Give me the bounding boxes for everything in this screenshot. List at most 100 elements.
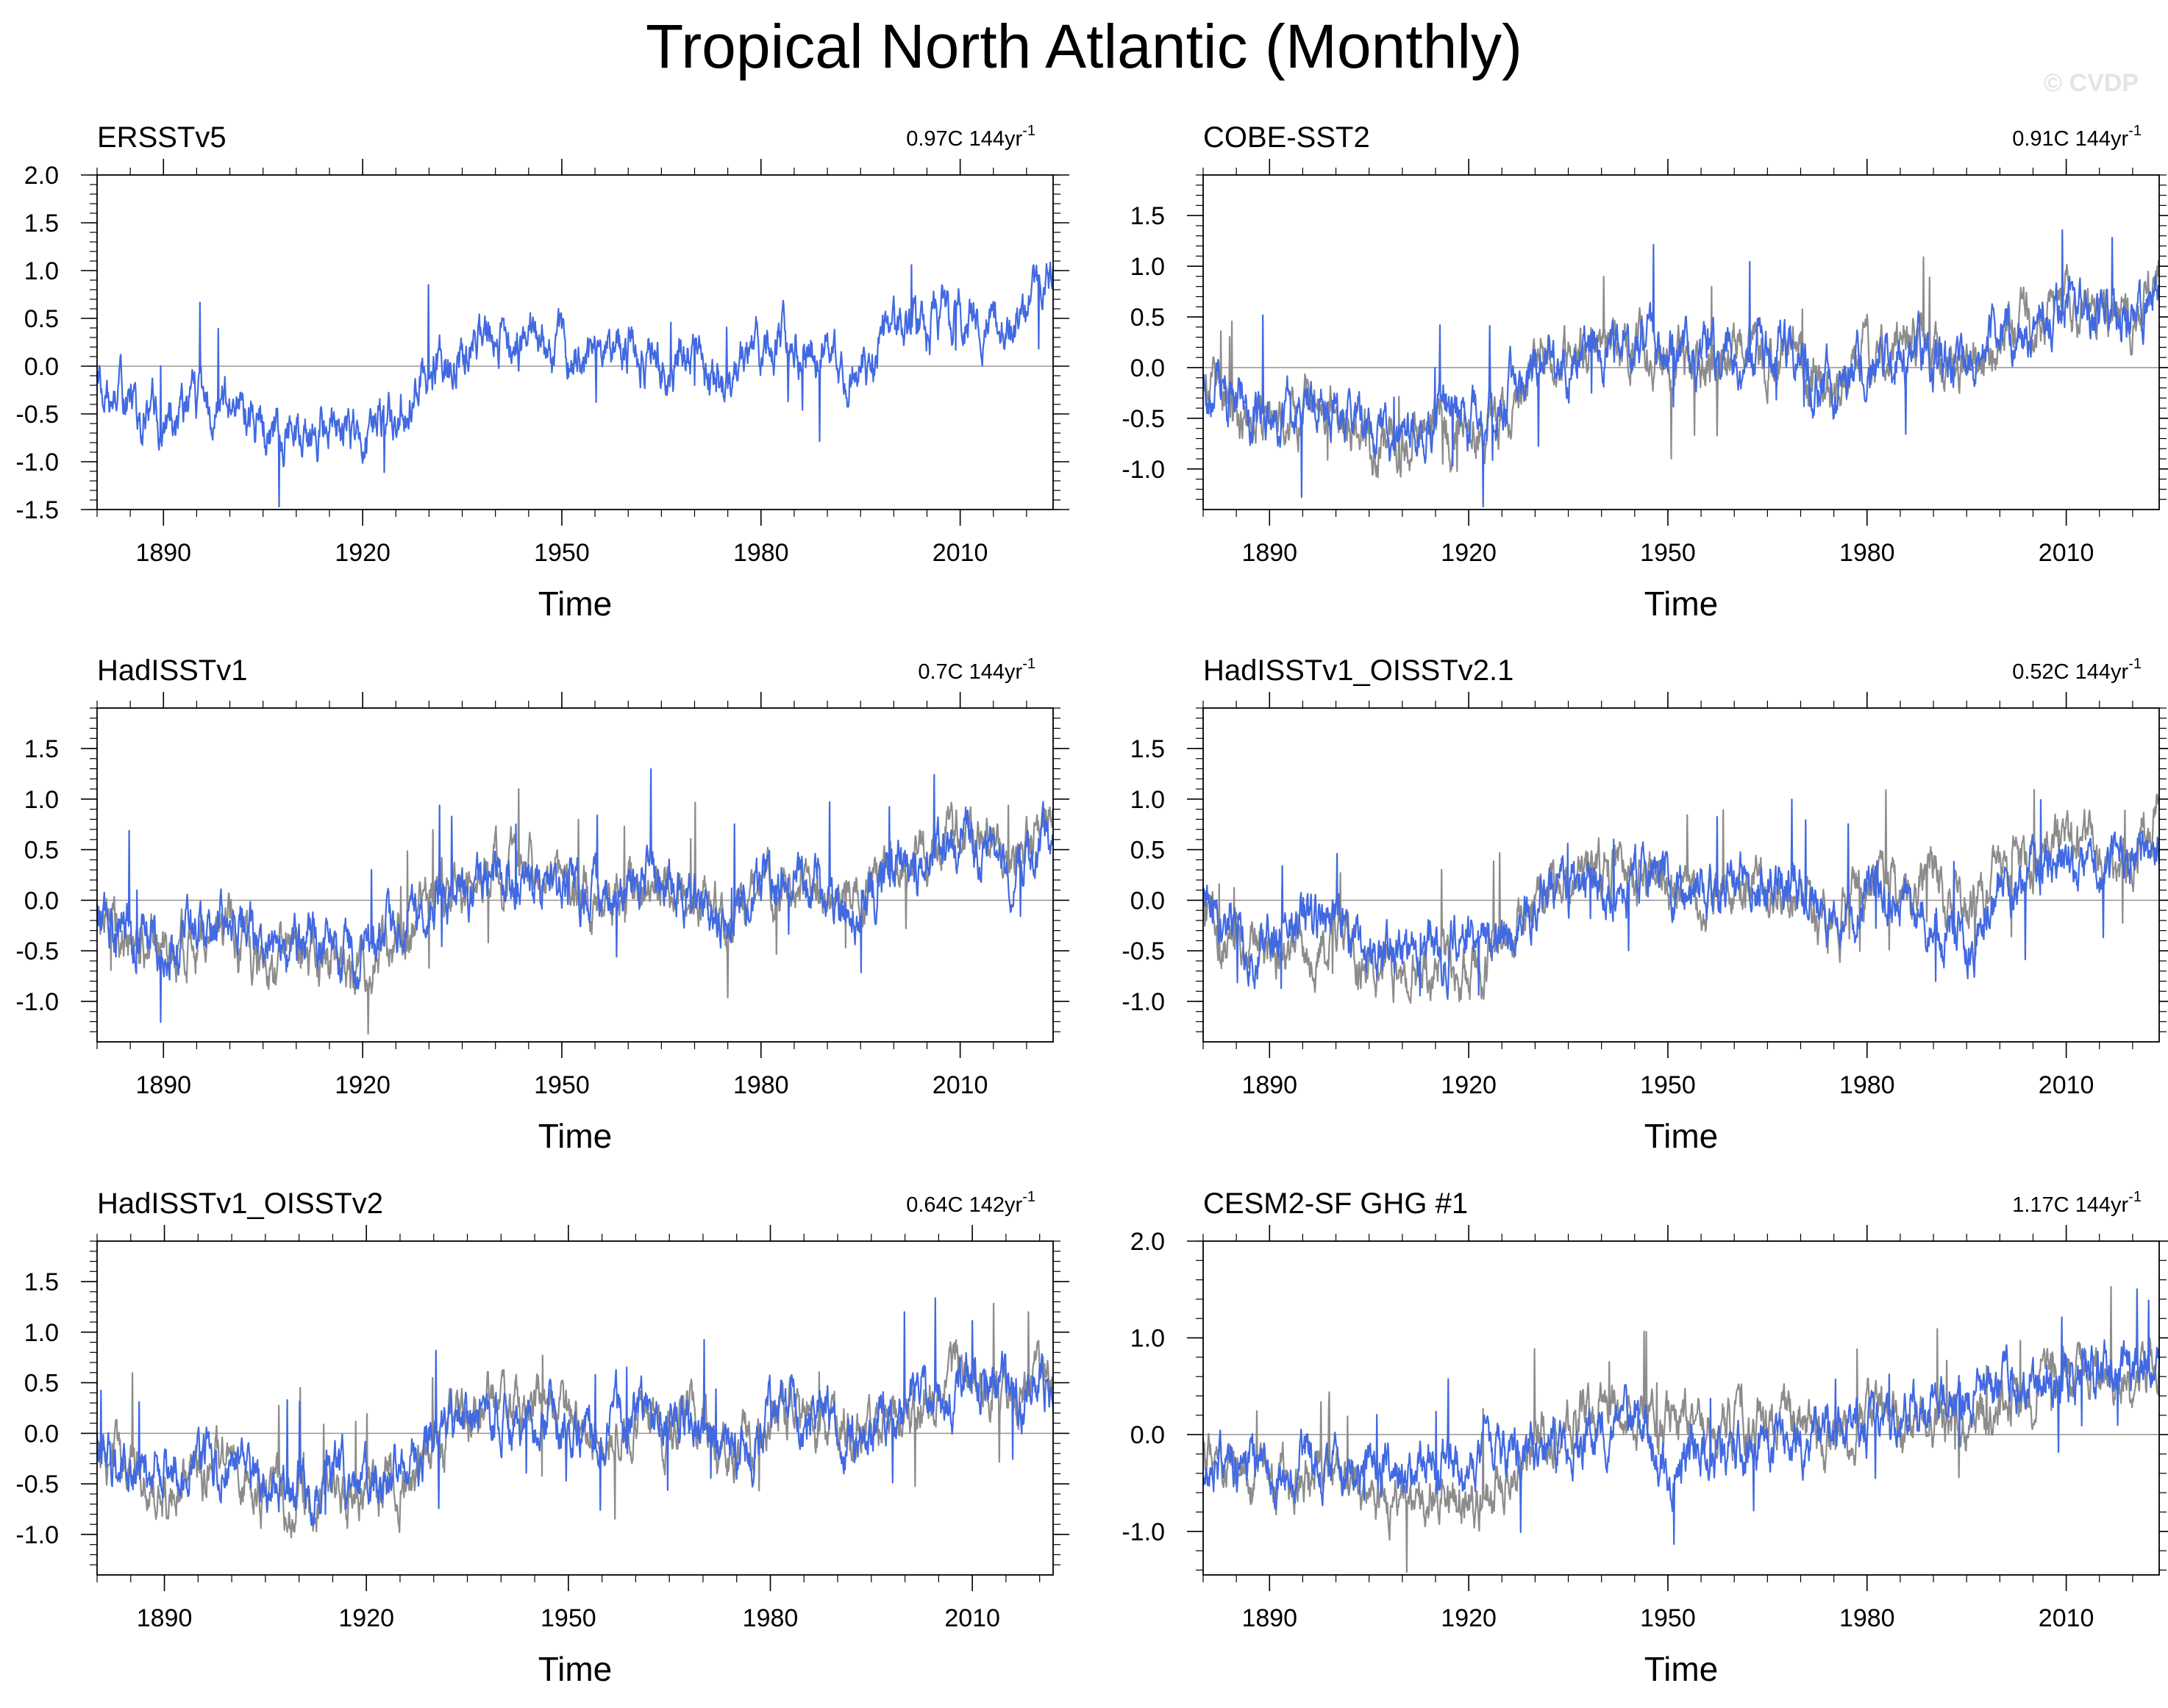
x-tick-label: 1950	[1640, 1604, 1696, 1632]
x-axis-title: Time	[1644, 585, 1719, 623]
x-tick-label: 1980	[733, 539, 789, 567]
plot-frame	[96, 174, 1054, 510]
y-tick-label: 1.0	[1130, 786, 1165, 814]
y-tick-label: 1.5	[24, 735, 59, 763]
plot-frame	[1202, 174, 2160, 510]
panel-4: HadISSTv1_OISSTv2 0.64C 142yr-1 -1.0 -0.5 0.…	[15, 1187, 1069, 1688]
panel-title: COBE-SST2	[1203, 121, 1370, 154]
y-tick-label: -1.0	[15, 988, 59, 1016]
plot-frame	[96, 1240, 1054, 1576]
panel-5: CESM2-SF GHG #1 1.17C 144yr-1 -1.0 0.0 1.0 2.…	[1122, 1187, 2168, 1688]
series-line-1	[1202, 229, 2160, 507]
y-tick-label: -0.5	[15, 1471, 59, 1498]
y-tick-label: 0.5	[24, 837, 59, 865]
series-line-1	[1202, 1288, 2161, 1546]
trend-exponent: -1	[1022, 656, 1035, 672]
series-line-1	[96, 1297, 1055, 1526]
y-tick-label: -1.0	[15, 1521, 59, 1549]
y-tick-label: 0.0	[1130, 1421, 1165, 1449]
x-tick-label: 1980	[733, 1071, 789, 1099]
x-tick-label: 1950	[534, 539, 590, 567]
panel-title: HadISSTv1_OISSTv2.1	[1203, 654, 1513, 687]
y-tick-label: 1.0	[24, 1319, 59, 1347]
trend-label: 1.17C 144yr-1	[2012, 1189, 2142, 1217]
trend-exponent: -1	[2128, 656, 2142, 672]
trend-label: 0.97C 144yr-1	[906, 123, 1035, 151]
panel-3: HadISSTv1_OISSTv2.1 0.52C 144yr-1 -1.0 -0.5…	[1122, 654, 2168, 1155]
y-tick-label: 0.5	[24, 305, 59, 333]
x-tick-label: 1920	[1441, 539, 1497, 567]
y-tick-label: 0.0	[24, 887, 59, 915]
y-tick-label: 1.5	[24, 1268, 59, 1296]
trend-value: 0.91C 144yr	[2012, 127, 2128, 151]
x-tick-label: 1920	[335, 1071, 391, 1099]
y-tick-label: -1.0	[1122, 456, 1165, 484]
panel-2: HadISSTv1 0.7C 144yr-1 -1.0 -0.5 0.0 0.5 1.0 1.…	[15, 654, 1069, 1155]
y-tick-label: 1.5	[24, 210, 59, 237]
y-tick-label: 0.5	[24, 1370, 59, 1398]
panel-title: HadISSTv1_OISSTv2	[97, 1187, 383, 1220]
plot-frame	[1202, 1240, 2160, 1576]
x-tick-label: 1890	[137, 1604, 193, 1632]
y-tick-label: 0.0	[1130, 354, 1165, 382]
x-tick-label: 1980	[743, 1604, 799, 1632]
y-tick-label: 1.0	[1130, 253, 1165, 281]
x-axis-title: Time	[1644, 1650, 1719, 1688]
y-tick-label: -0.5	[15, 401, 59, 429]
trend-value: 0.52C 144yr	[2012, 660, 2128, 684]
x-tick-label: 1890	[135, 1071, 191, 1099]
x-axis-title: Time	[538, 1117, 613, 1155]
y-tick-label: 2.0	[24, 162, 59, 190]
x-axis-title: Time	[1644, 1117, 1719, 1155]
y-tick-label: 1.0	[1130, 1325, 1165, 1353]
panel-1: COBE-SST2 0.91C 144yr-1 -1.0 -0.5 0.0 0.5 1.0 1…	[1122, 121, 2168, 623]
figure-title: Tropical North Atlantic (Monthly)	[646, 12, 1522, 81]
y-tick-label: 0.0	[24, 353, 59, 381]
y-tick-label: -1.0	[15, 449, 59, 476]
x-tick-label: 1950	[541, 1604, 596, 1632]
x-tick-label: 1920	[338, 1604, 394, 1632]
trend-exponent: -1	[1022, 1189, 1035, 1205]
trend-exponent: -1	[2128, 123, 2142, 139]
x-tick-label: 2010	[933, 1071, 988, 1099]
x-tick-label: 1980	[1839, 1071, 1895, 1099]
y-tick-label: 1.0	[24, 786, 59, 814]
x-tick-label: 1920	[1441, 1071, 1497, 1099]
trend-value: 0.97C 144yr	[906, 127, 1022, 151]
x-axis-title: Time	[538, 585, 613, 623]
x-tick-label: 1950	[1640, 539, 1696, 567]
y-tick-label: 0.0	[1130, 887, 1165, 915]
trend-exponent: -1	[1022, 123, 1035, 139]
x-axis-title: Time	[538, 1650, 613, 1688]
x-tick-label: 1890	[135, 539, 191, 567]
series-line-0	[96, 261, 1055, 508]
y-tick-label: -0.5	[1122, 405, 1165, 433]
trend-value: 0.64C 142yr	[906, 1193, 1022, 1217]
x-tick-label: 2010	[2039, 1604, 2094, 1632]
y-tick-label: -1.0	[1122, 1518, 1165, 1546]
x-tick-label: 1950	[534, 1071, 590, 1099]
x-tick-label: 1890	[1241, 1071, 1297, 1099]
x-tick-label: 2010	[944, 1604, 1000, 1632]
x-tick-label: 1890	[1241, 1604, 1297, 1632]
y-tick-label: 1.0	[24, 257, 59, 285]
trend-value: 0.7C 144yr	[918, 660, 1022, 684]
series-line-0	[1202, 1286, 2161, 1573]
x-tick-label: 1920	[1441, 1604, 1497, 1632]
series-line-1	[96, 768, 1055, 1023]
panel-title: ERSSTv5	[97, 121, 227, 154]
x-tick-label: 1890	[1241, 539, 1297, 567]
y-tick-label: 0.0	[24, 1420, 59, 1448]
x-tick-label: 1920	[335, 539, 391, 567]
trend-label: 0.64C 142yr-1	[906, 1189, 1035, 1217]
y-tick-label: 0.5	[1130, 837, 1165, 865]
cvdp-watermark: © CVDP	[2044, 69, 2139, 97]
x-tick-label: 2010	[2039, 539, 2094, 567]
trend-label: 0.52C 144yr-1	[2012, 656, 2142, 684]
plot-frame	[96, 707, 1054, 1043]
panel-title: HadISSTv1	[97, 654, 248, 687]
y-tick-label: -0.5	[1122, 937, 1165, 965]
y-tick-label: -1.0	[1122, 988, 1165, 1016]
x-tick-label: 2010	[2039, 1071, 2094, 1099]
y-tick-label: 2.0	[1130, 1228, 1165, 1256]
